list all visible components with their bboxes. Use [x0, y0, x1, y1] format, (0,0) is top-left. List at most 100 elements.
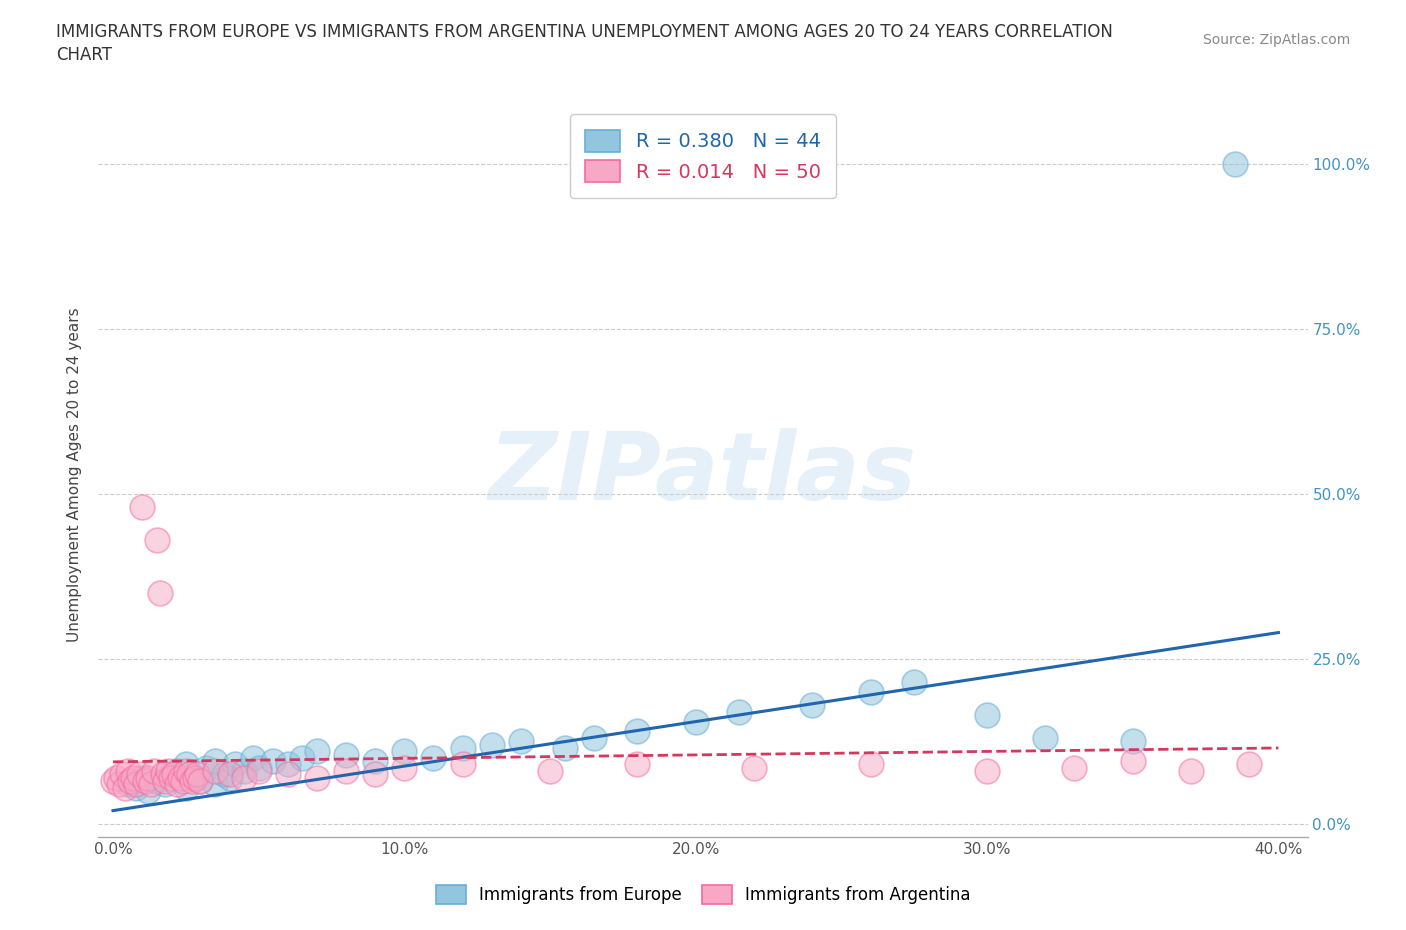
Y-axis label: Unemployment Among Ages 20 to 24 years: Unemployment Among Ages 20 to 24 years [67, 307, 83, 642]
Point [1223, 157, 1246, 172]
Legend: Immigrants from Europe, Immigrants from Argentina: Immigrants from Europe, Immigrants from … [427, 876, 979, 912]
Point [1063, 761, 1085, 776]
Point [155, 774, 177, 789]
Point [190, 774, 212, 789]
Point [626, 724, 648, 739]
Point [451, 740, 474, 755]
Point [204, 777, 226, 791]
Point [195, 761, 218, 776]
Point [976, 708, 998, 723]
Legend: R = 0.380   N = 44, R = 0.014   N = 50: R = 0.380 N = 44, R = 0.014 N = 50 [569, 114, 837, 198]
Point [218, 767, 240, 782]
Point [177, 767, 200, 782]
Point [131, 770, 153, 785]
Point [180, 774, 202, 789]
Point [128, 767, 150, 782]
Point [1122, 753, 1144, 768]
Point [183, 770, 205, 785]
Point [554, 740, 576, 755]
Point [120, 774, 142, 789]
Point [125, 780, 148, 795]
Point [186, 767, 208, 782]
Point [111, 767, 134, 782]
Point [801, 698, 824, 712]
Point [149, 586, 172, 601]
Point [204, 764, 226, 778]
Point [122, 770, 145, 785]
Point [139, 777, 162, 791]
Point [451, 757, 474, 772]
Point [305, 770, 328, 785]
Point [394, 761, 416, 776]
Point [305, 744, 328, 759]
Point [157, 764, 180, 778]
Point [422, 751, 444, 765]
Point [364, 767, 387, 782]
Point [155, 777, 177, 791]
Point [174, 764, 197, 778]
Text: IMMIGRANTS FROM EUROPE VS IMMIGRANTS FROM ARGENTINA UNEMPLOYMENT AMONG AGES 20 T: IMMIGRANTS FROM EUROPE VS IMMIGRANTS FRO… [56, 23, 1114, 41]
Point [509, 734, 531, 749]
Point [134, 774, 156, 789]
Point [142, 764, 165, 778]
Text: CHART: CHART [56, 46, 112, 63]
Point [108, 777, 131, 791]
Point [131, 499, 153, 514]
Point [166, 777, 188, 791]
Point [145, 533, 167, 548]
Point [233, 770, 256, 785]
Point [903, 674, 925, 689]
Point [163, 767, 186, 782]
Point [859, 757, 882, 772]
Point [160, 767, 183, 782]
Point [262, 753, 284, 768]
Point [859, 684, 882, 699]
Point [145, 774, 167, 789]
Point [247, 764, 270, 778]
Text: Source: ZipAtlas.com: Source: ZipAtlas.com [1202, 33, 1350, 46]
Point [242, 751, 264, 765]
Point [247, 761, 270, 776]
Point [728, 704, 751, 719]
Point [1033, 731, 1056, 746]
Point [160, 770, 183, 785]
Point [212, 767, 235, 782]
Point [101, 774, 124, 789]
Point [626, 757, 648, 772]
Point [169, 770, 191, 785]
Point [364, 753, 387, 768]
Point [394, 744, 416, 759]
Point [277, 757, 299, 772]
Point [335, 764, 357, 778]
Point [335, 747, 357, 762]
Point [114, 780, 136, 795]
Point [174, 757, 197, 772]
Point [582, 731, 605, 746]
Point [104, 770, 127, 785]
Point [117, 764, 139, 778]
Point [976, 764, 998, 778]
Point [136, 783, 159, 798]
Point [538, 764, 561, 778]
Point [204, 753, 226, 768]
Point [481, 737, 503, 752]
Text: ZIPatlas: ZIPatlas [489, 429, 917, 520]
Point [1180, 764, 1202, 778]
Point [224, 757, 246, 772]
Point [233, 764, 256, 778]
Point [1122, 734, 1144, 749]
Point [136, 770, 159, 785]
Point [166, 764, 188, 778]
Point [291, 751, 314, 765]
Point [685, 714, 707, 729]
Point [117, 777, 139, 791]
Point [742, 761, 765, 776]
Point [183, 770, 205, 785]
Point [277, 767, 299, 782]
Point [125, 777, 148, 791]
Point [172, 774, 194, 789]
Point [152, 767, 174, 782]
Point [174, 780, 197, 795]
Point [218, 770, 240, 785]
Point [1239, 757, 1261, 772]
